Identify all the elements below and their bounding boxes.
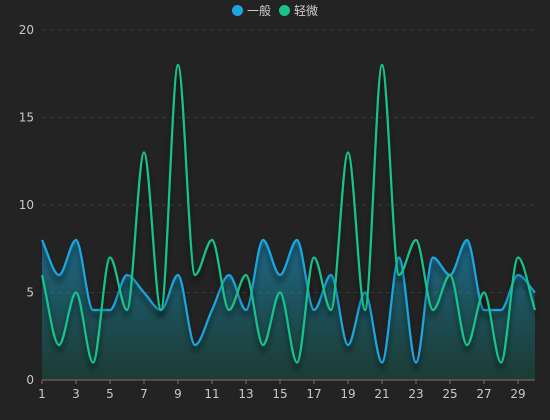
legend-item-series-2[interactable]: 轻微 — [279, 2, 318, 19]
legend-marker-series-1 — [231, 5, 243, 16]
x-tick-label: 27 — [476, 387, 491, 401]
legend: 一般 轻微 — [0, 2, 550, 19]
series-2-line — [40, 63, 537, 364]
x-tick-label: 11 — [204, 387, 219, 401]
y-tick-label: 5 — [26, 286, 34, 300]
series-1-area — [42, 240, 535, 380]
legend-label-series-1: 一般 — [246, 4, 271, 18]
x-tick-label: 17 — [306, 387, 321, 401]
legend-marker-series-2 — [279, 5, 290, 16]
x-tick-label: 5 — [106, 387, 114, 401]
x-tick-label: 15 — [272, 387, 287, 401]
x-tick-label: 13 — [238, 387, 253, 401]
legend-item-series-1[interactable]: 一般 — [231, 2, 271, 19]
x-tick-label: 9 — [174, 387, 182, 401]
x-tick-label: 19 — [340, 387, 355, 401]
x-tick-label: 25 — [442, 387, 457, 401]
x-tick-label: 3 — [72, 387, 80, 401]
x-tick-label: 21 — [374, 387, 389, 401]
y-tick-label: 15 — [19, 111, 34, 125]
y-tick-label: 0 — [26, 373, 34, 387]
x-tick-label: 29 — [510, 387, 525, 401]
legend-label-series-2: 轻微 — [294, 4, 319, 18]
x-tick-label: 1 — [38, 387, 46, 401]
x-tick-label: 7 — [140, 387, 148, 401]
x-tick-label: 23 — [408, 387, 423, 401]
y-tick-label: 20 — [19, 23, 34, 37]
y-tick-label: 10 — [19, 198, 34, 212]
